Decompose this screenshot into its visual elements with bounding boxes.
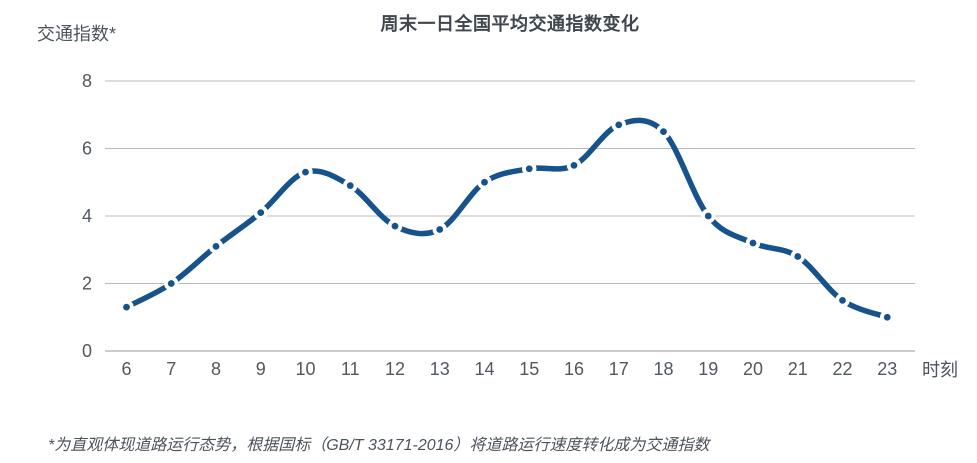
y-axis-title: 交通指数*: [37, 24, 117, 44]
marker-dot: [570, 161, 578, 169]
x-tick-label: 20: [743, 359, 763, 379]
y-tick-label: 8: [82, 71, 92, 91]
marker-dot: [212, 242, 220, 250]
x-tick-label: 11: [341, 359, 360, 379]
x-tick-label: 13: [430, 359, 450, 379]
marker-dot: [660, 128, 667, 136]
x-tick-label: 14: [474, 359, 494, 379]
chart-title: 周末一日全国平均交通指数变化: [380, 14, 640, 34]
marker-dot: [481, 178, 488, 186]
marker-dot: [525, 165, 533, 173]
marker-dot: [749, 239, 757, 247]
marker-dot: [346, 182, 354, 190]
x-tick-label: 15: [519, 359, 539, 379]
marker-dot: [883, 313, 891, 321]
y-tick-label: 6: [82, 139, 92, 159]
marker-dot: [839, 296, 846, 304]
series-line: [123, 117, 890, 320]
marker-dot: [436, 226, 444, 233]
marker-dot: [794, 253, 802, 260]
x-tick-label: 22: [832, 359, 852, 379]
x-tick-label: 23: [877, 359, 897, 379]
x-tick-label: 9: [256, 359, 266, 379]
x-tick-label: 18: [653, 359, 673, 379]
x-tick-label: 12: [385, 359, 405, 379]
x-tick-label: 21: [788, 359, 808, 379]
marker-dot: [167, 280, 175, 287]
x-tick-label: 8: [211, 359, 221, 379]
marker-dot: [615, 121, 623, 129]
x-tick-label: 16: [564, 359, 584, 379]
x-tick-label: 17: [609, 359, 629, 379]
marker-dot: [257, 209, 265, 217]
x-tick-label: 10: [295, 359, 315, 379]
marker-dot: [704, 212, 712, 220]
x-tick-label: 19: [698, 359, 718, 379]
x-tick-label: 7: [166, 359, 176, 379]
y-tick-label: 2: [82, 274, 92, 294]
footnote: *为直观体现道路运行态势，根据国标（GB/T 33171-2016）将道路运行速…: [48, 437, 710, 454]
y-tick-label: 4: [82, 206, 92, 226]
marker-dot: [123, 303, 130, 311]
x-tick-label: 6: [121, 359, 131, 379]
y-tick-label: 0: [82, 341, 92, 361]
marker-dot: [391, 222, 399, 230]
x-axis-title: 时刻: [922, 360, 958, 380]
marker-dot: [302, 168, 309, 176]
